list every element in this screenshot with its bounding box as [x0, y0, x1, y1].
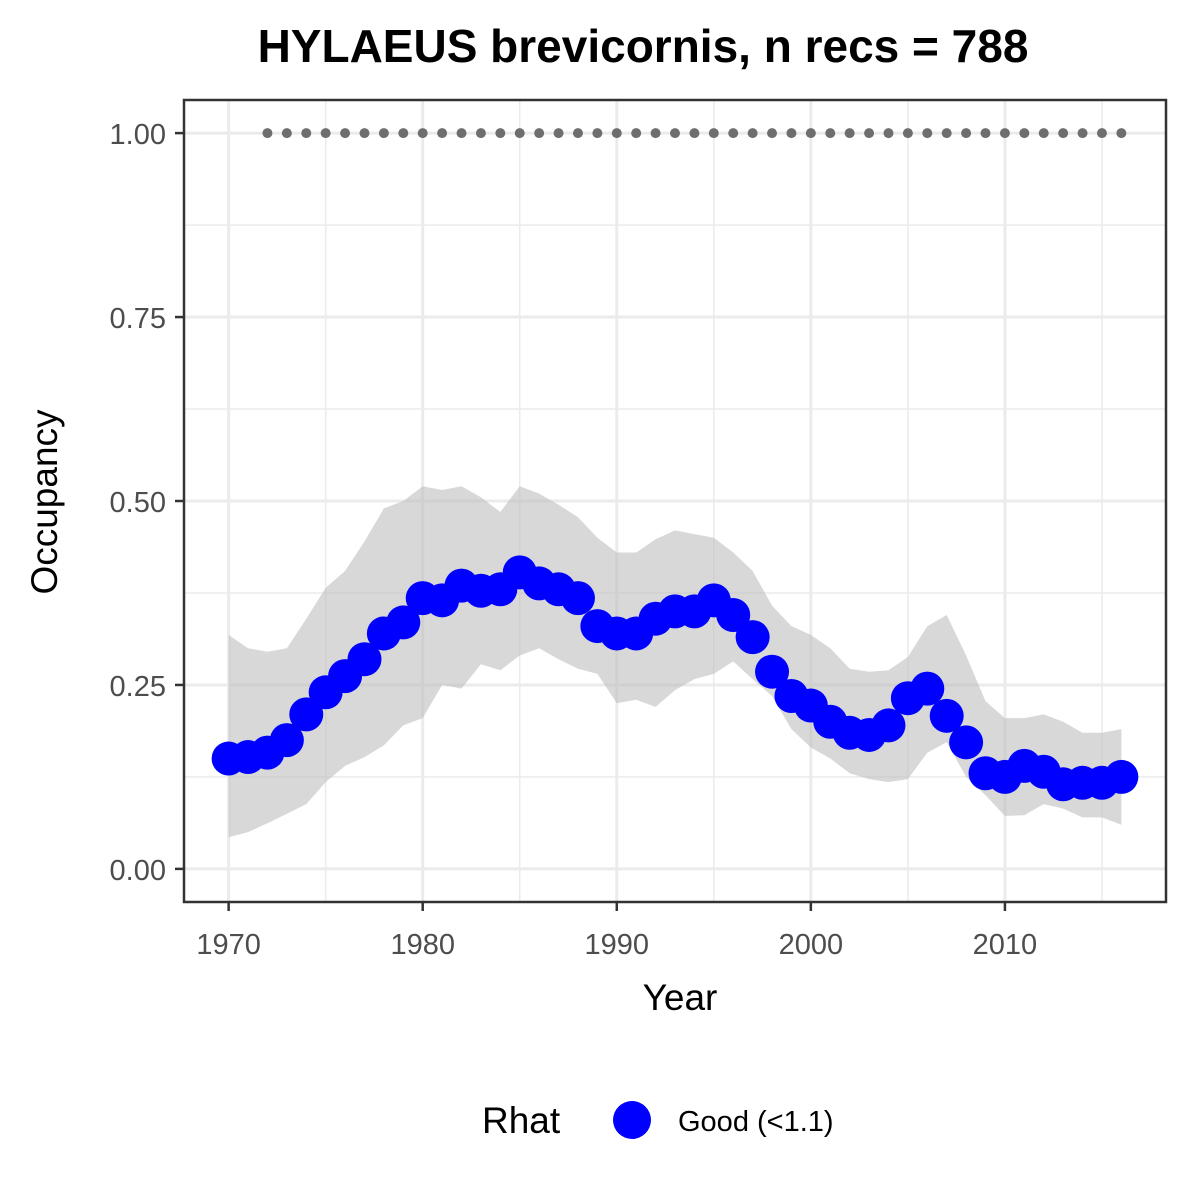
reference-dot	[495, 128, 506, 139]
x-tick-label: 1970	[196, 929, 261, 961]
occupancy-point	[735, 620, 770, 655]
reference-dot	[941, 128, 952, 139]
reference-dot	[456, 128, 467, 139]
reference-dot	[1077, 128, 1088, 139]
occupancy-point	[1104, 759, 1139, 794]
reference-dot	[534, 128, 545, 139]
reference-dot	[281, 128, 292, 139]
y-tick-label: 0.50	[110, 487, 166, 519]
legend: Rhat Good (<1.1)	[482, 1100, 834, 1141]
reference-dot	[417, 128, 428, 139]
legend-key-good	[613, 1101, 651, 1139]
reference-dot	[922, 128, 933, 139]
reference-dot	[1096, 128, 1107, 139]
reference-dot	[1116, 128, 1127, 139]
reference-dot	[728, 128, 739, 139]
reference-dot	[437, 128, 448, 139]
occupancy-point	[289, 697, 324, 732]
occupancy-point	[929, 698, 964, 733]
reference-dot	[961, 128, 972, 139]
reference-dot	[378, 128, 389, 139]
reference-dot	[805, 128, 816, 139]
reference-dot	[359, 128, 370, 139]
y-axis-title: Occupancy	[24, 409, 65, 595]
reference-dot	[999, 128, 1010, 139]
chart-title: HYLAEUS brevicornis, n recs = 788	[258, 20, 1029, 72]
reference-dot	[844, 128, 855, 139]
reference-dot	[611, 128, 622, 139]
reference-dot	[475, 128, 486, 139]
reference-dot	[631, 128, 642, 139]
x-tick-label: 2000	[779, 929, 844, 961]
reference-dot	[708, 128, 719, 139]
occupancy-point	[269, 723, 304, 758]
reference-dot	[262, 128, 273, 139]
reference-dot	[747, 128, 758, 139]
y-tick-label: 0.25	[110, 671, 166, 703]
reference-dot	[301, 128, 312, 139]
reference-dot	[980, 128, 991, 139]
reference-dot	[514, 128, 525, 139]
reference-dot	[786, 128, 797, 139]
reference-dot	[320, 128, 331, 139]
x-tick-label: 1980	[390, 929, 455, 961]
reference-dot	[592, 128, 603, 139]
reference-dot	[340, 128, 351, 139]
reference-dot	[689, 128, 700, 139]
reference-dot	[670, 128, 680, 139]
y-tick-label: 0.75	[110, 303, 166, 335]
reference-dot	[650, 128, 661, 139]
occupancy-point	[560, 581, 595, 616]
plot-panel: 1970 1980 1990 2000 2010 0.00 0.25 0.50 0.75 1.00	[110, 98, 1168, 961]
reference-dot	[1058, 128, 1069, 139]
y-tick-label: 1.00	[110, 119, 166, 151]
reference-dot	[883, 128, 894, 139]
reference-dot	[902, 128, 913, 139]
occupancy-point	[716, 598, 751, 633]
x-axis-title: Year	[643, 977, 718, 1018]
occupancy-point	[386, 605, 421, 640]
reference-dot	[1019, 128, 1030, 139]
occupancy-point	[871, 708, 906, 743]
x-tick-label: 2010	[973, 929, 1038, 961]
legend-label-good: Good (<1.1)	[678, 1106, 834, 1138]
reference-dot	[864, 128, 875, 139]
reference-dot	[767, 128, 778, 139]
occupancy-point	[347, 642, 382, 677]
reference-dot	[1038, 128, 1049, 139]
x-tick-label: 1990	[585, 929, 650, 961]
reference-dot	[553, 128, 564, 139]
legend-title: Rhat	[482, 1100, 561, 1141]
reference-dot	[825, 128, 836, 139]
reference-dot	[398, 128, 409, 139]
reference-dot	[572, 128, 583, 139]
occupancy-point	[910, 671, 945, 706]
occupancy-point	[949, 725, 984, 760]
y-tick-label: 0.00	[110, 855, 166, 887]
occupancy-point	[755, 654, 790, 689]
